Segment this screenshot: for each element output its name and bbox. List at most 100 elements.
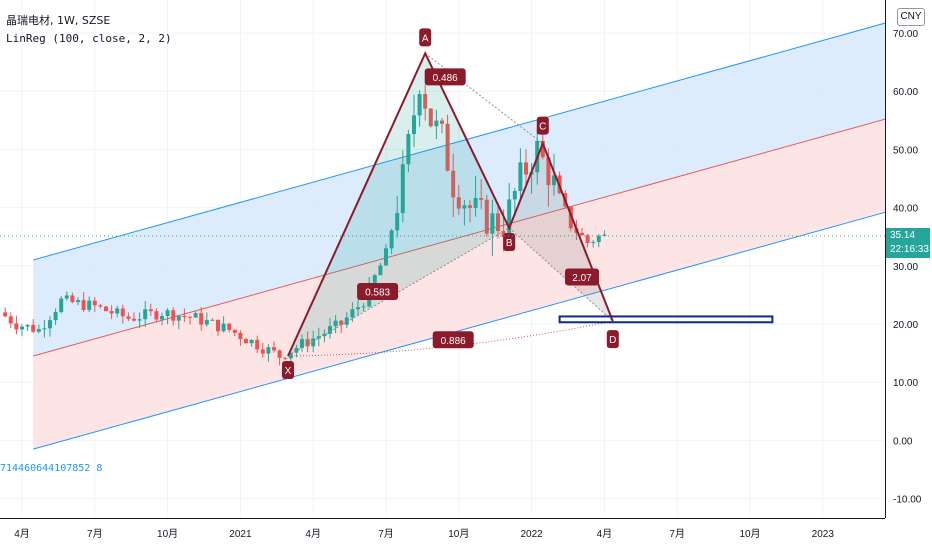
candle-body [294, 348, 299, 353]
candle-body [132, 318, 136, 321]
candle-body [322, 333, 327, 337]
candle-body [260, 349, 265, 354]
candle-body [372, 275, 377, 283]
point-label-d[interactable]: D [606, 330, 619, 349]
upper-band-line [33, 22, 886, 261]
time-tick-label: 7月 [669, 528, 685, 540]
candle-body [188, 316, 192, 318]
candle-body [266, 347, 271, 354]
candle-body [70, 295, 75, 303]
lower-channel-fill [33, 119, 885, 450]
candle-body [434, 120, 439, 127]
point-label-text: D [609, 335, 616, 346]
candle-body [501, 230, 506, 237]
candle-body [473, 197, 478, 208]
candle-body [3, 312, 8, 317]
time-tick-label: 10月 [739, 528, 760, 540]
candle-body [244, 339, 248, 344]
xb-dotted [287, 227, 510, 357]
time-tick-label: 2023 [812, 529, 835, 540]
candle-body [585, 235, 590, 243]
time-axis[interactable]: 4月 7月 10月 2021 4月 7月 10月 2022 4月 7月 10月 2023 [14, 528, 834, 540]
candle-body [31, 324, 36, 332]
point-label-c[interactable]: C [536, 116, 549, 135]
candle-body [53, 311, 58, 321]
time-tick-label: 4月 [597, 528, 613, 540]
candle-body [350, 309, 355, 318]
candle-body [540, 140, 545, 158]
last-price-value: 35.14 [890, 230, 916, 241]
last-price-tag: 35.14 22:16:33 [886, 228, 930, 258]
candle-body [176, 316, 181, 321]
price-axis[interactable]: -10.00 0.00 10.00 20.00 30.00 40.00 50.00 60.00… [893, 29, 922, 506]
candle-body [14, 323, 19, 330]
candle-body [115, 308, 120, 314]
candle-body [288, 352, 293, 359]
candle-body [496, 213, 500, 231]
candle-body [451, 170, 456, 198]
candle-body [283, 357, 288, 359]
candle-body [406, 133, 411, 165]
indicator-legend[interactable]: LinReg (100, close, 2, 2) [6, 32, 172, 45]
candle-body [193, 313, 198, 318]
candle-body [182, 316, 187, 318]
candle-body [98, 305, 103, 307]
pattern-legs[interactable] [287, 51, 614, 357]
candle-body [546, 157, 551, 186]
candle-body [165, 310, 170, 317]
candle-body [8, 316, 13, 324]
point-label-b[interactable]: B [503, 232, 516, 251]
candle-body [216, 319, 220, 332]
point-label-bg [282, 361, 294, 380]
candle-body [361, 306, 366, 308]
candle-body [148, 309, 153, 312]
candle-body [412, 115, 416, 134]
price-tick-label: 10.00 [893, 378, 918, 389]
candle-body [137, 319, 142, 321]
time-tick-label: 2022 [520, 529, 543, 540]
candle-body [59, 298, 64, 312]
candle-body [249, 339, 254, 344]
bd-dotted [508, 227, 614, 322]
price-tick-label: 60.00 [893, 87, 918, 98]
candle-body [232, 329, 237, 333]
ratio-label-xb[interactable]: 0.583 [357, 282, 399, 300]
point-label-x[interactable]: X [282, 361, 294, 380]
candle-body [328, 326, 332, 334]
harmonic-pattern[interactable]: 0.486 0.583 2.07 0.886 X A B C D [282, 28, 774, 380]
point-label-text: X [285, 366, 292, 377]
candle-body [42, 328, 47, 330]
candle-body [277, 350, 282, 358]
candle-body [468, 205, 472, 208]
candle-body [76, 300, 80, 303]
candle-body [87, 300, 92, 310]
candle-body [92, 300, 97, 306]
candle-body [199, 313, 204, 325]
candle-body [518, 162, 523, 192]
symbol-title: 晶瑞电材, 1W, SZSE [6, 14, 111, 27]
candle-body [160, 316, 164, 320]
ratio-label-text: 2.07 [572, 273, 592, 284]
point-label-bg [536, 116, 549, 135]
candle-body [300, 339, 304, 349]
candle-body [36, 329, 41, 332]
candle-body [428, 108, 433, 127]
time-tick-label: 7月 [378, 528, 394, 540]
point-label-a[interactable]: A [419, 28, 432, 47]
ratio-label-bg [357, 282, 399, 300]
candle-body [143, 309, 148, 320]
ratio-label-bd[interactable]: 2.07 [565, 268, 599, 286]
candle-body [490, 213, 495, 234]
candle-body [395, 213, 400, 231]
candle-body [238, 332, 243, 340]
currency-badge[interactable]: CNY [897, 8, 925, 26]
target-zone-box[interactable] [558, 315, 774, 324]
ratio-label-xd[interactable]: 0.886 [432, 331, 474, 349]
candle-body [104, 306, 108, 312]
point-label-bg [419, 28, 432, 47]
candle-body [255, 339, 260, 350]
candle-body [378, 265, 383, 276]
candle-body [524, 162, 528, 175]
ratio-label-ac[interactable]: 0.486 [424, 68, 466, 86]
